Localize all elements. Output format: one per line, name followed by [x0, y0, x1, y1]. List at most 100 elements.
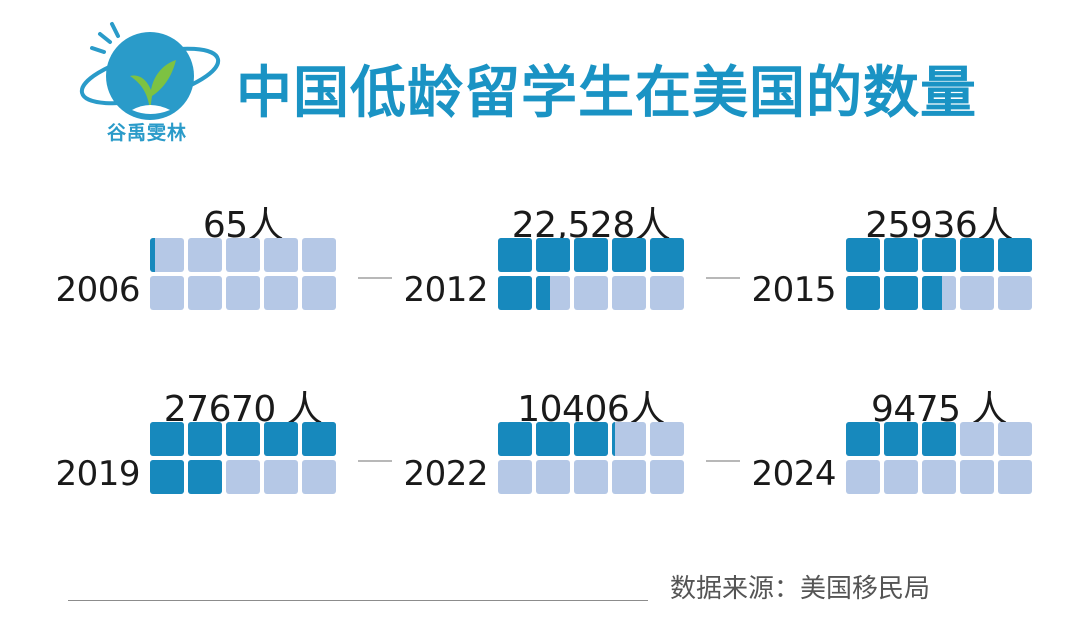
year-label: 2006 [55, 270, 140, 310]
waffle-cell-fill [998, 238, 1032, 272]
waffle-cell [846, 460, 880, 494]
year-label: 2022 [403, 454, 488, 494]
waffle-cell-fill [574, 422, 608, 456]
waffle-cell [188, 460, 222, 494]
waffle-cell-fill [536, 238, 570, 272]
waffle-cell [226, 460, 260, 494]
waffle-cell [302, 422, 336, 456]
data-source: 数据来源：美国移民局 [670, 574, 931, 604]
waffle-cell [574, 238, 608, 272]
connector-dash [358, 277, 392, 279]
waffle-cell-fill [536, 422, 570, 456]
waffle-cell [536, 238, 570, 272]
waffle-cell [498, 460, 532, 494]
waffle-cell [264, 422, 298, 456]
waffle-cell [650, 422, 684, 456]
waffle-cell [150, 460, 184, 494]
waffle-cell [998, 238, 1032, 272]
connector-dash [706, 277, 740, 279]
waffle-cell [922, 276, 956, 310]
waffle-cell-fill [574, 238, 608, 272]
waffle-cell-fill [188, 460, 222, 494]
year-label: 2019 [55, 454, 140, 494]
waffle-cell [302, 238, 336, 272]
waffle-cell-fill [884, 276, 918, 310]
waffle-cell [188, 238, 222, 272]
waffle-cell-fill [960, 238, 994, 272]
waffle-cell-fill [922, 238, 956, 272]
waffle-cell-fill [612, 238, 646, 272]
waffle-grid [498, 422, 684, 494]
waffle-panel: 10406人 2022 [348, 380, 684, 520]
waffle-cell [536, 460, 570, 494]
chart-title: 中国低龄留学生在美国的数量 [236, 61, 977, 126]
waffle-cell [264, 238, 298, 272]
waffle-cell [612, 276, 646, 310]
waffle-cell [150, 238, 184, 272]
waffle-cell [498, 276, 532, 310]
source-divider [68, 600, 648, 601]
waffle-cell [922, 238, 956, 272]
waffle-cell [960, 460, 994, 494]
waffle-cell-fill [188, 422, 222, 456]
waffle-panel: 27670 人 2019 [0, 380, 336, 520]
waffle-cell [650, 460, 684, 494]
year-label: 2012 [403, 270, 488, 310]
waffle-cell-fill [498, 238, 532, 272]
sprout-globe-logo-icon [79, 22, 221, 120]
waffle-cell-fill [264, 422, 298, 456]
waffle-cell [998, 460, 1032, 494]
waffle-cell [960, 276, 994, 310]
waffle-cell [884, 460, 918, 494]
waffle-cell [264, 276, 298, 310]
waffle-cell [960, 422, 994, 456]
waffle-cell-fill [884, 422, 918, 456]
waffle-grid [846, 422, 1032, 494]
waffle-cell [612, 238, 646, 272]
waffle-panel: 22,528人 2012 [348, 196, 684, 336]
waffle-cell [188, 276, 222, 310]
waffle-cell [226, 238, 260, 272]
waffle-grid [150, 238, 336, 310]
waffle-cell [612, 460, 646, 494]
waffle-cell-fill [150, 460, 184, 494]
waffle-cell [922, 460, 956, 494]
waffle-cell [998, 422, 1032, 456]
waffle-panel: 25936人 2015 [696, 196, 1032, 336]
waffle-cell-fill [612, 422, 616, 456]
waffle-cell-fill [922, 276, 943, 310]
logo [72, 14, 222, 154]
waffle-cell [150, 422, 184, 456]
year-label: 2015 [751, 270, 836, 310]
connector-dash [706, 460, 740, 462]
waffle-cell-fill [650, 238, 684, 272]
waffle-cell-fill [498, 422, 532, 456]
waffle-cell [612, 422, 646, 456]
waffle-cell [536, 422, 570, 456]
waffle-grid [150, 422, 336, 494]
waffle-cell [650, 276, 684, 310]
waffle-cell [264, 460, 298, 494]
year-label: 2024 [751, 454, 836, 494]
waffle-cell [226, 422, 260, 456]
waffle-panel: 9475 人 2024 [696, 380, 1032, 520]
waffle-cell [998, 276, 1032, 310]
waffle-cell [574, 276, 608, 310]
waffle-cell-fill [884, 238, 918, 272]
waffle-cell [150, 276, 184, 310]
waffle-cell [884, 238, 918, 272]
waffle-cell-fill [846, 276, 880, 310]
waffle-cell [498, 422, 532, 456]
waffle-cell-fill [536, 276, 550, 310]
waffle-cell [884, 422, 918, 456]
waffle-cell [536, 276, 570, 310]
connector-dash [358, 460, 392, 462]
waffle-cell-fill [302, 422, 336, 456]
waffle-cell [650, 238, 684, 272]
logo-text: 谷禹雯林 [106, 122, 187, 144]
waffle-cell-fill [922, 422, 956, 456]
waffle-cell [302, 460, 336, 494]
waffle-cell [302, 276, 336, 310]
waffle-cell [574, 422, 608, 456]
waffle-cell [846, 422, 880, 456]
